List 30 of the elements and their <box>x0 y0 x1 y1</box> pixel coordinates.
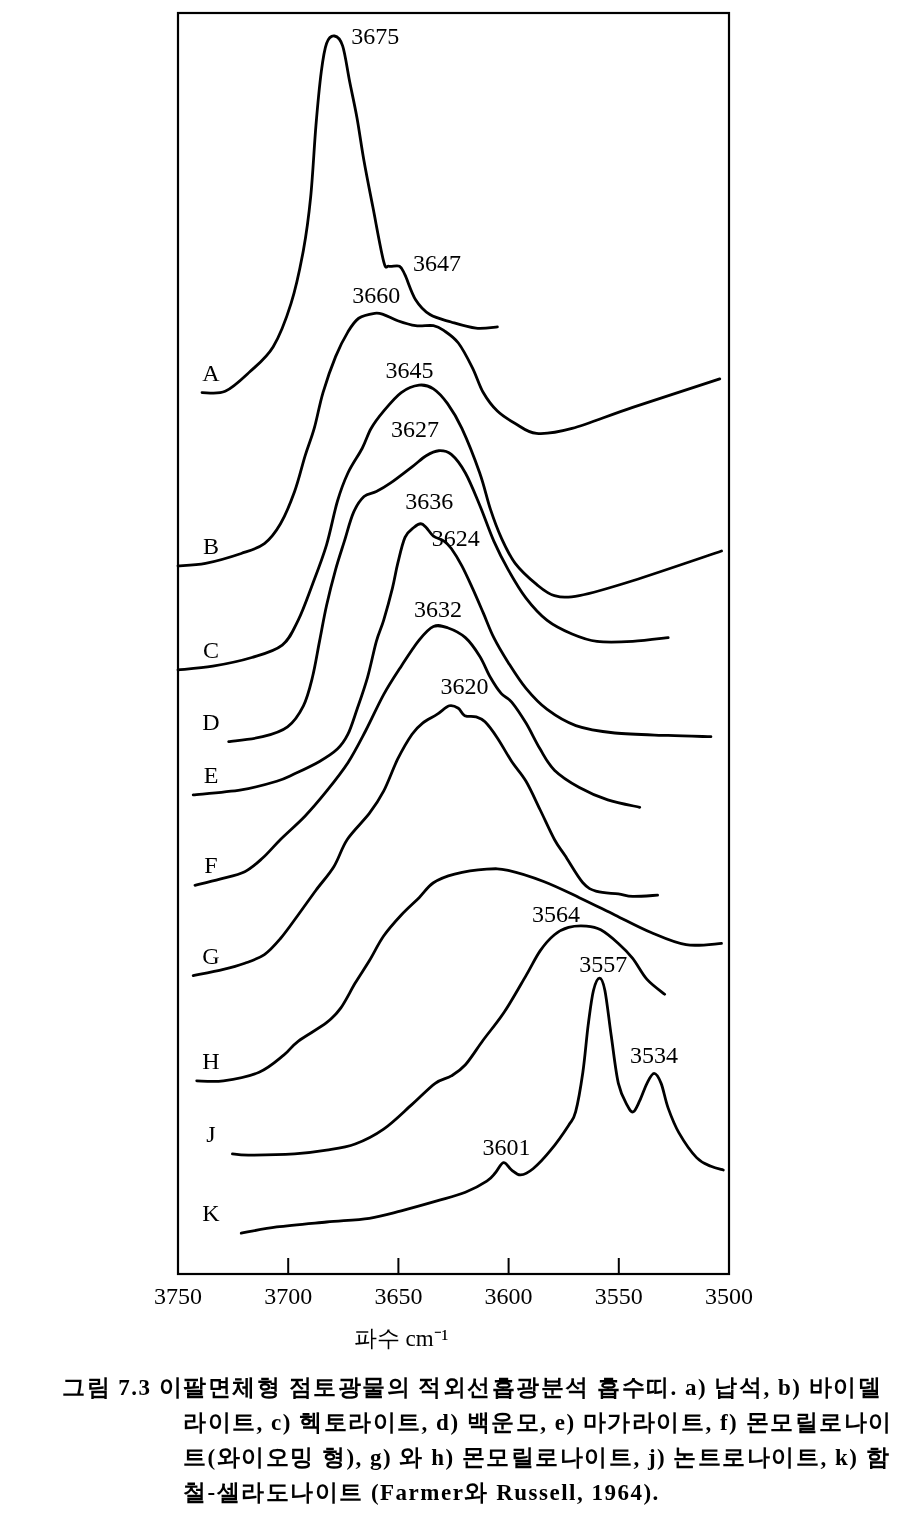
x-tick-label: 3500 <box>705 1283 753 1309</box>
annotation: 3645 <box>385 356 434 383</box>
series-label: A <box>202 359 221 386</box>
annotation: 3627 <box>391 416 440 443</box>
x-tick-label: 3650 <box>374 1283 423 1309</box>
series-label: B <box>202 532 220 559</box>
x-tick-label: 3550 <box>594 1283 643 1309</box>
series-label: K <box>202 1200 221 1227</box>
series-label: G <box>202 942 220 969</box>
series-label: D <box>202 708 220 735</box>
annotation: 3557 <box>579 950 628 977</box>
series-label: C <box>202 636 220 663</box>
annotation: 3675 <box>351 23 400 50</box>
annotation: 3534 <box>630 1042 679 1069</box>
series-label: H <box>202 1047 220 1074</box>
x-tick-label: 3750 <box>154 1283 202 1309</box>
x-tick-label: 3600 <box>484 1283 533 1309</box>
x-tick-label: 3700 <box>264 1283 313 1309</box>
x-axis-title: 파수 cm⁻¹ <box>353 1326 449 1351</box>
series-label: F <box>204 852 218 879</box>
annotation: 3601 <box>482 1134 531 1161</box>
series-label: J <box>206 1120 216 1147</box>
annotation: 3620 <box>440 672 489 699</box>
annotation: 3647 <box>413 249 462 276</box>
annotation: 3660 <box>352 282 401 309</box>
annotation: 3564 <box>531 901 580 928</box>
annotation: 3632 <box>414 595 463 622</box>
annotation: 3636 <box>405 488 454 515</box>
caption: 그림 7.3 이팔면체형 점토광물의 적외선흡광분석 흡수띠. a) 납석, b) 바이델라이트, c) 헥토라이트, d) 백운모, e) 마가라이트, f) 몬모릴로나이트(와이오밍 형), g) 와 h) 몬모릴로나이트, j) 논트로나이트, k) 함철-셀라도나이트 (Farmer와 Russell, 1964). <box>62 1374 894 1507</box>
series-label: E <box>203 761 219 788</box>
